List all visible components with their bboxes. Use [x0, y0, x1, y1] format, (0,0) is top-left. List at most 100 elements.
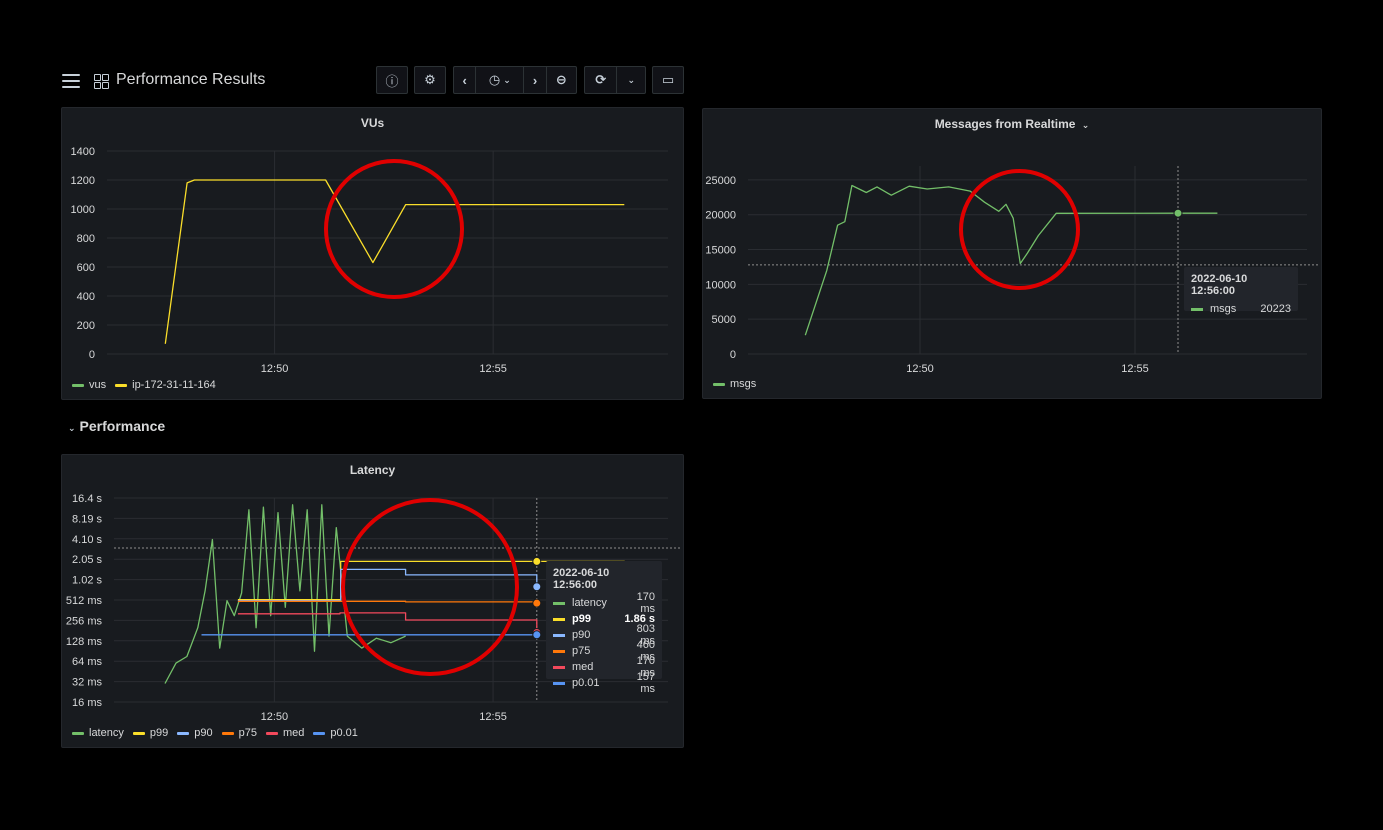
y-tick-label: 1400: [71, 146, 95, 158]
annotation-circle: [324, 159, 464, 299]
legend-label: p90: [194, 727, 213, 739]
tooltip-row: p0.01 157 ms: [553, 671, 655, 695]
zoom-out-button[interactable]: ⊖: [547, 67, 576, 93]
legend-item-p99[interactable]: p99: [132, 727, 168, 739]
refresh-interval-dropdown[interactable]: ⌄: [617, 67, 645, 93]
series-swatch: [72, 383, 84, 387]
dashboard-settings-button[interactable]: ⚙: [414, 66, 446, 94]
tooltip-row: msgs 20223: [1191, 301, 1291, 317]
y-tick-label: 64 ms: [72, 656, 102, 668]
tooltip-series-value: 20223: [1260, 303, 1291, 315]
panel-title[interactable]: VUs: [360, 116, 385, 130]
tooltip-series-name: p75: [572, 645, 591, 657]
chevron-right-icon: ›: [532, 72, 538, 88]
y-tick-label: 512 ms: [66, 595, 103, 607]
dashboard-title[interactable]: Performance Results: [116, 71, 266, 88]
dashboard-grid-icon: [94, 74, 109, 89]
clock-icon: ◷: [488, 72, 501, 87]
legend-item-med[interactable]: med: [265, 727, 305, 739]
tooltip-row: latency 170 ms: [553, 591, 655, 615]
messages-tooltip: 2022-06-10 12:56:00 msgs 20223: [1184, 267, 1298, 315]
row-title-text: Performance: [79, 418, 166, 434]
time-shift-back-button[interactable]: ‹: [454, 67, 477, 93]
chevron-down-icon: ⌄: [68, 423, 76, 433]
x-tick-label: 12:50: [261, 711, 289, 723]
series-swatch: [72, 731, 84, 735]
dashboard-header: Performance Results ⓘ ⚙ ‹ ◷ ⌄ › ⊖ ⟳ ⌄ ▭: [62, 66, 684, 96]
menu-icon[interactable]: [62, 74, 80, 88]
y-tick-label: 10000: [705, 279, 736, 291]
y-tick-label: 8.19 s: [72, 513, 102, 525]
time-picker-button[interactable]: ◷ ⌄: [476, 67, 525, 93]
vus-panel[interactable]: VUs 0 200 400 600 800 1000 1200 1400 12:50 12:55 …: [61, 107, 684, 400]
tooltip-series-name: p99: [572, 613, 591, 625]
y-tick-label: 2.05 s: [72, 554, 102, 566]
refresh-button[interactable]: ⟳: [585, 67, 618, 93]
dashboard-info-button[interactable]: ⓘ: [376, 66, 408, 94]
legend-label: p75: [238, 727, 257, 739]
info-icon: ⓘ: [385, 73, 399, 89]
y-tick-label: 15000: [705, 245, 736, 257]
y-tick-label: 600: [77, 262, 95, 274]
series-swatch: [1191, 307, 1203, 311]
row-header-performance[interactable]: ⌄ Performance: [68, 418, 165, 434]
x-tick-label: 12:55: [1121, 363, 1149, 375]
monitor-icon: ▭: [661, 72, 675, 87]
y-tick-label: 5000: [712, 314, 736, 326]
tooltip-time: 2022-06-10 12:56:00: [553, 567, 610, 591]
tooltip-row: p99 1.86 s: [553, 611, 655, 627]
vus-legend: vus ip-172-31-11-164: [72, 379, 216, 391]
chevron-left-icon: ‹: [462, 72, 467, 88]
y-tick-label: 0: [730, 349, 736, 361]
legend-label: msgs: [730, 378, 757, 390]
legend-label: vus: [89, 379, 107, 391]
legend-label: ip-172-31-11-164: [132, 379, 216, 391]
time-shift-forward-button[interactable]: ›: [524, 67, 547, 93]
series-swatch: [553, 601, 565, 605]
tooltip-series-value: 170 ms: [636, 655, 655, 679]
x-tick-label: 12:55: [479, 363, 507, 375]
legend-item-latency[interactable]: latency: [72, 727, 124, 739]
legend-item-ip-172-31-11-164[interactable]: ip-172-31-11-164: [115, 379, 216, 391]
chevron-down-icon: ⌄: [503, 74, 511, 85]
tooltip-row: med 170 ms: [553, 655, 655, 679]
hover-point: [532, 630, 542, 640]
legend-label: med: [282, 727, 305, 739]
panel-title[interactable]: Latency: [349, 463, 396, 477]
tooltip-series-value: 1.86 s: [624, 613, 655, 625]
annotation-circle: [959, 169, 1080, 290]
series-swatch: [132, 731, 145, 735]
tooltip-series-value: 460 ms: [636, 639, 655, 663]
gear-icon: ⚙: [424, 72, 436, 87]
legend-label: p0.01: [330, 727, 358, 739]
y-tick-label: 0: [89, 349, 95, 361]
series-swatch: [177, 731, 190, 735]
x-tick-label: 12:55: [479, 711, 507, 723]
zoom-out-icon: ⊖: [555, 72, 567, 87]
legend-item-p90[interactable]: p90: [177, 727, 213, 739]
tv-mode-button[interactable]: ▭: [652, 66, 684, 94]
hover-point: [532, 582, 542, 592]
y-tick-label: 16.4 s: [72, 493, 102, 505]
panel-title[interactable]: Messages from Realtime ⌄: [703, 117, 1321, 131]
legend-item-msgs[interactable]: msgs: [713, 378, 756, 390]
tooltip-row: p75 460 ms: [553, 639, 655, 663]
x-tick-label: 12:50: [261, 363, 289, 375]
y-tick-label: 20000: [705, 210, 736, 222]
legend-item-vus[interactable]: vus: [72, 379, 106, 391]
y-tick-label: 1200: [71, 175, 95, 187]
panel-title-text: Messages from Realtime: [934, 117, 1076, 131]
hover-point: [1173, 208, 1183, 218]
hover-point: [532, 598, 542, 608]
series-swatch: [265, 731, 278, 735]
legend-item-p0.01[interactable]: p0.01: [313, 727, 358, 739]
vus-chart: 0 200 400 600 800 1000 1200 1400 12:50 12:55: [71, 146, 668, 375]
legend-item-p75[interactable]: p75: [221, 727, 257, 739]
y-tick-label: 400: [77, 291, 95, 303]
time-controls: ‹ ◷ ⌄ › ⊖: [453, 66, 577, 94]
series-swatch: [553, 617, 565, 621]
tooltip-series-value: 157 ms: [636, 671, 655, 695]
latency-legend: latency p99 p90 p75 med p0.01: [72, 727, 358, 739]
latency-tooltip: 2022-06-10 12:56:00 latency 170 ms p99 1.86…: [546, 561, 662, 695]
tooltip-series-name: med: [572, 661, 594, 673]
